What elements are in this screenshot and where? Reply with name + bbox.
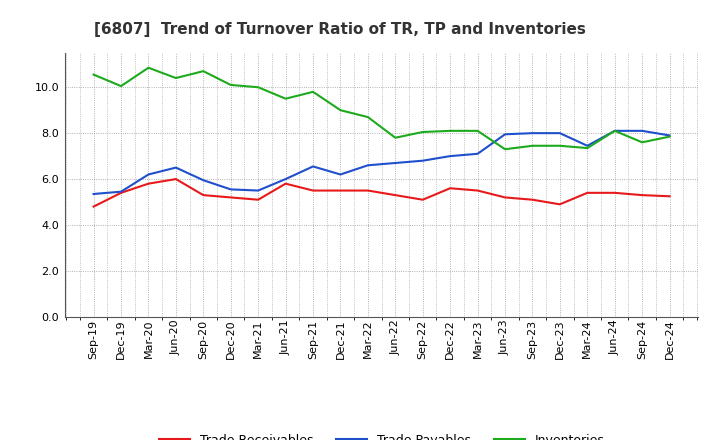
Inventories: [144, 65, 153, 70]
Inventories: [254, 84, 263, 90]
Trade Payables: [418, 158, 427, 163]
Inventories: [418, 129, 427, 135]
Trade Payables: [528, 131, 537, 136]
Trade Receivables: [528, 197, 537, 202]
Trade Payables: [336, 172, 345, 177]
Inventories: [611, 128, 619, 133]
Trade Receivables: [282, 181, 290, 186]
Trade Receivables: [309, 188, 318, 193]
Inventories: [199, 69, 207, 74]
Trade Receivables: [336, 188, 345, 193]
Trade Receivables: [117, 190, 125, 195]
Trade Receivables: [226, 195, 235, 200]
Trade Payables: [446, 154, 454, 159]
Trade Receivables: [144, 181, 153, 186]
Trade Payables: [364, 163, 372, 168]
Inventories: [309, 89, 318, 95]
Trade Payables: [665, 133, 674, 138]
Inventories: [364, 114, 372, 120]
Inventories: [556, 143, 564, 148]
Trade Receivables: [500, 195, 509, 200]
Inventories: [89, 72, 98, 77]
Trade Receivables: [418, 197, 427, 202]
Text: [6807]  Trend of Turnover Ratio of TR, TP and Inventories: [6807] Trend of Turnover Ratio of TR, TP…: [94, 22, 585, 37]
Line: Trade Receivables: Trade Receivables: [94, 179, 670, 207]
Legend: Trade Receivables, Trade Payables, Inventories: Trade Receivables, Trade Payables, Inven…: [158, 434, 605, 440]
Trade Payables: [282, 176, 290, 182]
Trade Receivables: [89, 204, 98, 209]
Trade Payables: [199, 178, 207, 183]
Inventories: [473, 128, 482, 133]
Trade Receivables: [364, 188, 372, 193]
Trade Receivables: [391, 192, 400, 198]
Trade Receivables: [611, 190, 619, 195]
Inventories: [117, 84, 125, 89]
Inventories: [446, 128, 454, 133]
Trade Payables: [556, 131, 564, 136]
Inventories: [226, 82, 235, 88]
Trade Receivables: [583, 190, 592, 195]
Trade Payables: [500, 132, 509, 137]
Trade Receivables: [638, 192, 647, 198]
Line: Trade Payables: Trade Payables: [94, 131, 670, 194]
Inventories: [391, 135, 400, 140]
Trade Payables: [144, 172, 153, 177]
Trade Payables: [309, 164, 318, 169]
Inventories: [583, 146, 592, 151]
Trade Payables: [611, 128, 619, 133]
Trade Payables: [583, 143, 592, 148]
Trade Receivables: [171, 176, 180, 182]
Trade Payables: [254, 188, 263, 193]
Inventories: [500, 147, 509, 152]
Trade Payables: [473, 151, 482, 157]
Trade Payables: [171, 165, 180, 170]
Trade Payables: [391, 160, 400, 165]
Inventories: [528, 143, 537, 148]
Inventories: [665, 134, 674, 139]
Inventories: [638, 139, 647, 145]
Trade Receivables: [473, 188, 482, 193]
Inventories: [171, 75, 180, 81]
Trade Receivables: [665, 194, 674, 199]
Trade Payables: [89, 191, 98, 197]
Trade Receivables: [199, 192, 207, 198]
Inventories: [282, 96, 290, 101]
Trade Payables: [226, 187, 235, 192]
Trade Payables: [117, 189, 125, 194]
Line: Inventories: Inventories: [94, 68, 670, 149]
Inventories: [336, 107, 345, 113]
Trade Receivables: [254, 197, 263, 202]
Trade Payables: [638, 128, 647, 133]
Trade Receivables: [446, 186, 454, 191]
Trade Receivables: [556, 202, 564, 207]
